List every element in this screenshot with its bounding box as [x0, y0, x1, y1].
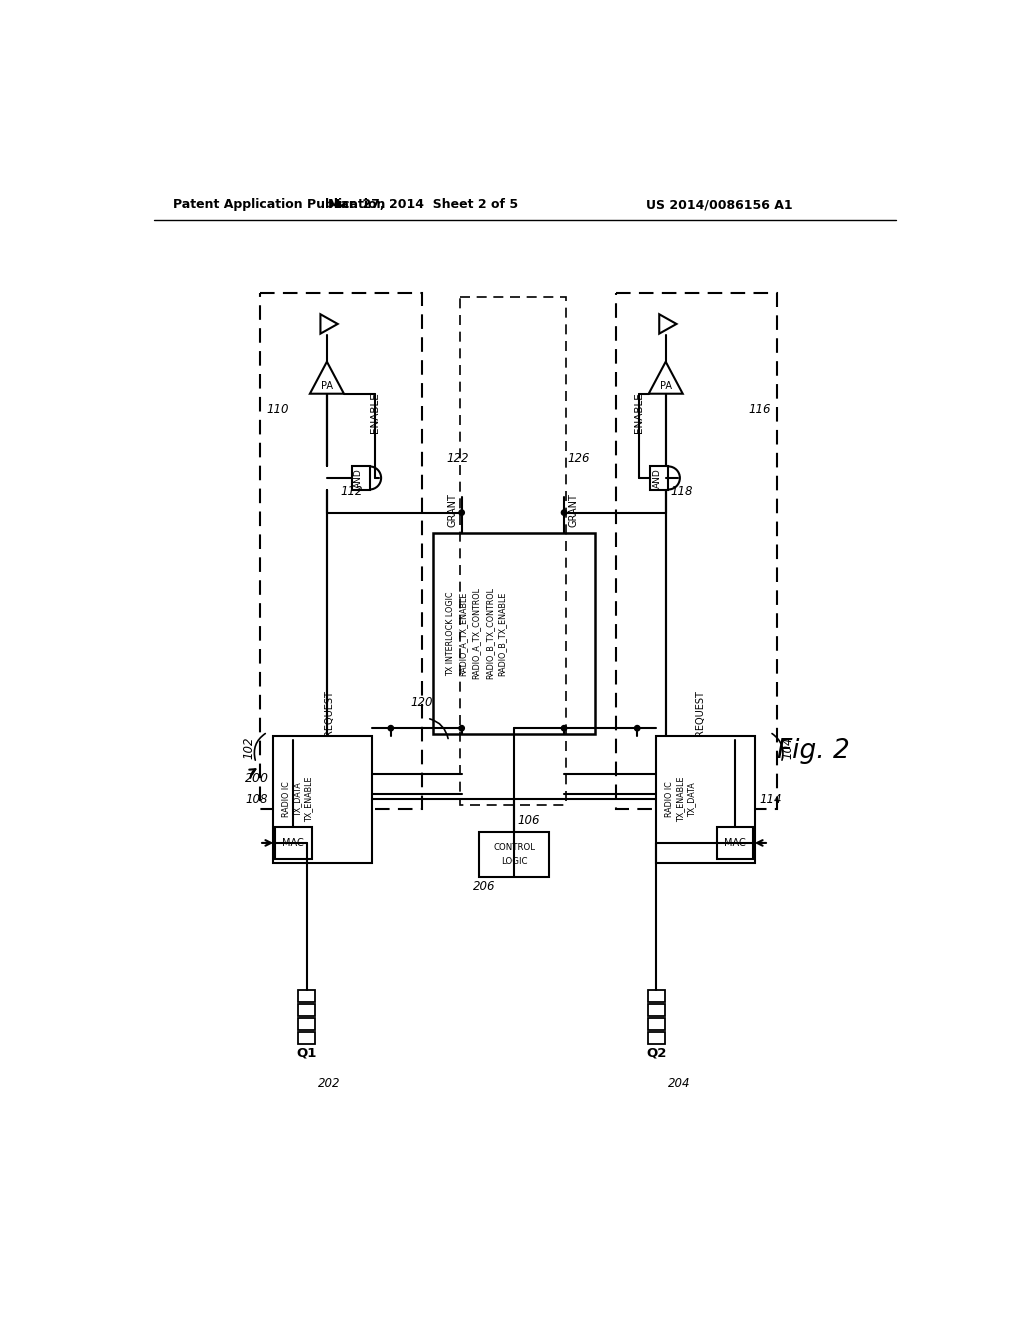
Bar	[260, 293, 422, 809]
Text: 202: 202	[318, 1077, 341, 1090]
Bar	[648, 1003, 665, 1016]
Bar	[298, 990, 315, 1002]
Text: Patent Application Publication: Patent Application Publication	[173, 198, 385, 211]
Text: 102: 102	[243, 737, 256, 759]
Text: TX_DATA: TX_DATA	[293, 781, 302, 817]
Text: ENABLE: ENABLE	[634, 392, 644, 433]
Text: 106: 106	[518, 814, 541, 828]
Text: LOGIC: LOGIC	[501, 857, 527, 866]
Bar	[460, 297, 565, 805]
Circle shape	[388, 726, 393, 731]
Text: TX INTERLOCK LOGIC: TX INTERLOCK LOGIC	[445, 591, 455, 676]
Bar	[298, 1003, 315, 1016]
Bar	[650, 466, 669, 490]
Text: RADIO IC: RADIO IC	[665, 781, 674, 817]
Text: 200: 200	[245, 772, 268, 785]
Text: AND: AND	[354, 469, 362, 488]
Text: TX_ENABLE: TX_ENABLE	[304, 776, 313, 822]
Text: Q2: Q2	[646, 1047, 667, 1060]
Text: 204: 204	[668, 1077, 690, 1090]
Circle shape	[561, 726, 566, 731]
Text: 108: 108	[246, 793, 268, 807]
Text: RADIO_B_TX_ENABLE: RADIO_B_TX_ENABLE	[498, 591, 506, 676]
Text: 120: 120	[410, 696, 432, 709]
Bar	[479, 832, 549, 876]
Text: Q1: Q1	[297, 1047, 317, 1060]
Text: MAC: MAC	[283, 838, 304, 847]
Text: 104: 104	[781, 737, 795, 759]
Text: TX_ENABLE: TX_ENABLE	[677, 776, 686, 822]
Bar	[298, 1018, 315, 1030]
Bar	[717, 826, 754, 859]
Text: GRANT: GRANT	[447, 494, 458, 527]
Text: AND: AND	[652, 469, 662, 488]
Text: REQUEST: REQUEST	[325, 690, 334, 735]
Bar	[615, 293, 777, 809]
Text: REQUEST: REQUEST	[695, 690, 706, 735]
Text: MAC: MAC	[724, 838, 745, 847]
Text: 122: 122	[446, 453, 469, 465]
Text: GRANT: GRANT	[568, 494, 579, 527]
Bar	[648, 1018, 665, 1030]
Text: US 2014/0086156 A1: US 2014/0086156 A1	[646, 198, 793, 211]
Text: 206: 206	[473, 879, 496, 892]
Bar	[351, 466, 370, 490]
Bar	[274, 826, 311, 859]
Text: RADIO_A_TX_CONTROL: RADIO_A_TX_CONTROL	[472, 587, 481, 680]
Text: RADIO_B_TX_CONTROL: RADIO_B_TX_CONTROL	[485, 587, 494, 680]
Text: PA: PA	[659, 380, 672, 391]
Bar	[648, 1032, 665, 1044]
Text: 114: 114	[760, 793, 782, 807]
Text: TX_DATA: TX_DATA	[687, 781, 696, 817]
Text: RADIO IC: RADIO IC	[282, 781, 291, 817]
Circle shape	[459, 726, 464, 731]
Text: Fig. 2: Fig. 2	[777, 738, 850, 764]
Text: 118: 118	[671, 486, 693, 499]
Text: CONTROL: CONTROL	[493, 843, 535, 851]
Text: Mar. 27, 2014  Sheet 2 of 5: Mar. 27, 2014 Sheet 2 of 5	[328, 198, 518, 211]
Circle shape	[635, 726, 640, 731]
Bar	[656, 737, 755, 863]
Bar	[298, 1032, 315, 1044]
Text: 126: 126	[568, 453, 591, 465]
Text: ENABLE: ENABLE	[371, 392, 381, 433]
Circle shape	[459, 510, 464, 515]
Bar	[648, 990, 665, 1002]
Circle shape	[561, 510, 566, 515]
Bar	[433, 533, 595, 734]
Text: 110: 110	[266, 403, 289, 416]
Text: RADIO_A_TX_ENABLE: RADIO_A_TX_ENABLE	[459, 591, 468, 676]
Text: 116: 116	[749, 403, 771, 416]
Text: PA: PA	[321, 380, 333, 391]
Text: 112: 112	[341, 486, 364, 499]
Bar	[273, 737, 372, 863]
